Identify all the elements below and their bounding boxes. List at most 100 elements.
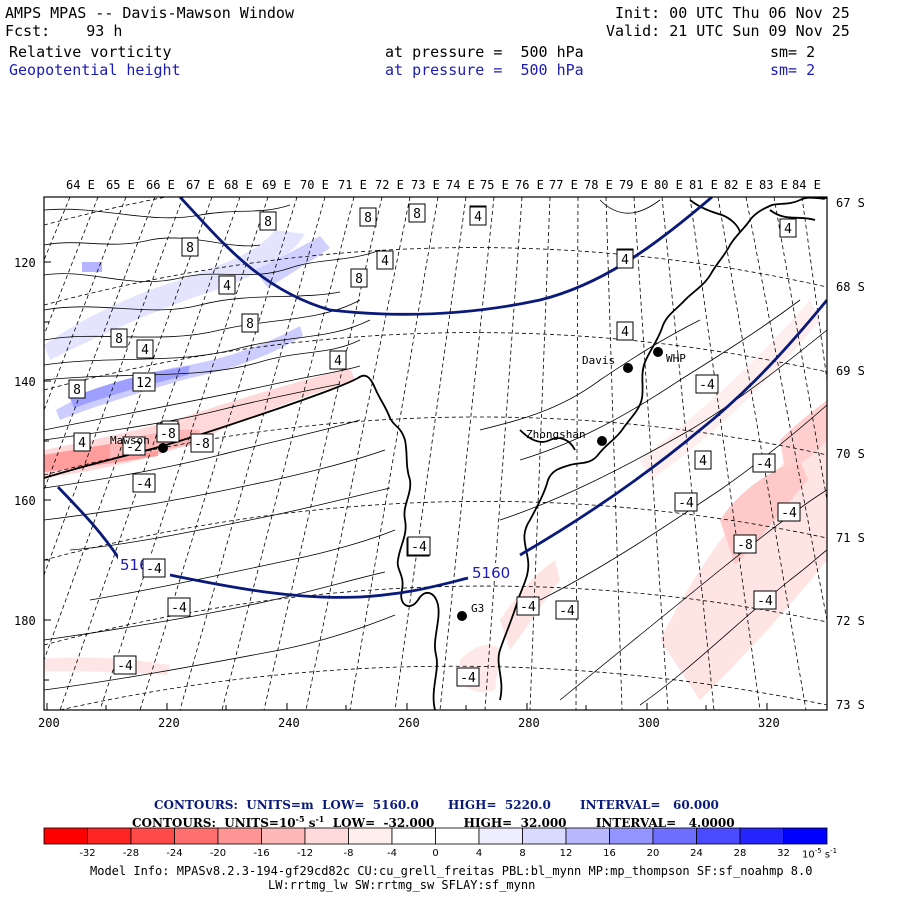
model-info-line1: Model Info: MPASv8.2.3-194-gf29cd82c CU:… [90, 864, 813, 878]
vorticity-label-box [555, 600, 579, 620]
colorbar-unit: 10-5 s-1 [802, 842, 837, 864]
vorticity-label-box [167, 597, 191, 617]
station-label-g3: G3 [471, 602, 484, 615]
lon-label: 65 E [106, 178, 135, 192]
vorticity-label-box [376, 250, 394, 270]
vorticity-label: 12 [136, 376, 152, 391]
station-dot-mawson [158, 443, 168, 453]
colorbar-tick-label: -28 [122, 848, 140, 859]
bottom-x-ticks: 200 220 240 260 280 300 320 [38, 716, 780, 730]
lon-label: 64 E [66, 178, 95, 192]
colorbar-tick-label: 28 [733, 848, 747, 859]
colorbar-swatch [522, 827, 567, 845]
colorbar-tick-label: 4 [475, 848, 483, 859]
colorbar-swatch [609, 827, 654, 845]
lat-label: 68 S [836, 280, 865, 294]
vorticity-label-box [142, 558, 166, 578]
x-tick-label: 200 [38, 716, 60, 730]
frame-ticks [44, 261, 768, 710]
colorbar-swatch [348, 827, 393, 845]
lon-label: 69 E [262, 178, 291, 192]
colorbar-swatch [652, 827, 697, 845]
colorbar-tick-label: 20 [646, 848, 660, 859]
vorticity-label: 4 [381, 254, 389, 269]
vorticity-label-box [616, 249, 634, 269]
vorticity-label-box [516, 596, 540, 616]
model-info-line2: LW:rrtmg_lw SW:rrtmg_sw SFLAY:sf_mynn [268, 878, 536, 892]
colorbar-tick-label: -8 [343, 848, 354, 859]
x-tick-label: 320 [758, 716, 780, 730]
contours2-exp: -5 [295, 814, 305, 824]
station-label-zhongshan: Zhongshan [526, 428, 586, 441]
vorticity-label: -4 [146, 562, 162, 577]
vorticity-label-box [218, 275, 236, 295]
vorticity-label-box [753, 590, 777, 610]
app-title: AMPS MPAS -- Davis-Mawson Window [5, 4, 294, 22]
vorticity-label-box [616, 321, 634, 341]
vorticity-label: -4 [520, 600, 536, 615]
field2-smooth: sm= 2 [770, 61, 816, 79]
field1-smooth: sm= 2 [770, 43, 816, 61]
vorticity-label-box [407, 536, 431, 556]
lon-label: 77 E [549, 178, 578, 192]
stations: Davis WHP Zhongshan Mawson G3 [110, 347, 686, 621]
left-y-ticks: 120 140 160 180 [14, 256, 36, 628]
lon-label: 80 E [654, 178, 683, 192]
vorticity-label-box [777, 502, 801, 522]
station-dot-zhongshan [597, 436, 607, 446]
vorticity-label: 4 [621, 253, 629, 268]
colorbar-swatch [435, 827, 480, 845]
vorticity-label: -8 [737, 538, 753, 553]
colorbar-swatch [391, 827, 436, 845]
y-tick-label: 160 [14, 494, 36, 508]
vorticity-label: -4 [411, 540, 427, 555]
vorticity-label: 4 [621, 325, 629, 340]
vorticity-label-box [694, 450, 712, 470]
vorticity-label: 8 [355, 272, 363, 287]
vorticity-label: -2 [126, 440, 142, 455]
vorticity-label-box [359, 207, 377, 227]
vorticity-label-box [779, 218, 797, 238]
contours2-a: CONTOURS: UNITS=10 [132, 816, 296, 830]
lat-label: 72 S [836, 614, 865, 628]
contours-height-info: CONTOURS: UNITS=m LOW= 5160.0 HIGH= 5220… [154, 798, 719, 812]
lat-label: 73 S [836, 698, 865, 712]
colorbar-tick-label: 32 [777, 848, 790, 859]
colorbar-swatch [261, 827, 306, 845]
vorticity-label-box [122, 436, 146, 456]
field1-name: Relative vorticity [9, 43, 172, 61]
field2-level: at pressure = 500 hPa [385, 61, 584, 79]
vorticity-label-box [132, 372, 156, 392]
vorticity-label: 8 [115, 332, 123, 347]
lat-label: 69 S [836, 364, 865, 378]
height-contours [56, 197, 827, 599]
colorbar-swatch [87, 827, 132, 845]
vorticity-label: 4 [78, 436, 86, 451]
vorticity-label-box [190, 433, 214, 453]
x-tick-label: 260 [398, 716, 420, 730]
contours2-rest: LOW= -32.000 HIGH= 32.000 INTERVAL= 4.00… [324, 816, 735, 830]
colorbar-unit-s: s [821, 849, 831, 861]
lon-label: 79 E [619, 178, 648, 192]
vorticity-label-box [350, 268, 368, 288]
vorticity-label: 4 [474, 210, 482, 225]
contours-vorticity-info: CONTOURS: UNITS=10-5 s-1 LOW= -32.000 HI… [132, 812, 735, 830]
lon-label: 66 E [146, 178, 175, 192]
vorticity-label-box [408, 203, 426, 223]
vorticity-label-box [132, 473, 156, 493]
vorticity-label: -4 [678, 496, 694, 511]
colorbar-tick-label: -12 [296, 848, 314, 859]
vorticity-label: -4 [117, 659, 133, 674]
vorticity-label-box [241, 313, 259, 333]
map-frame [43, 196, 828, 711]
vorticity-label: 4 [141, 343, 149, 358]
vorticity-label-box [695, 374, 719, 394]
colorbar [43, 827, 828, 845]
lon-label: 76 E [515, 178, 544, 192]
lon-label: 73 E [411, 178, 440, 192]
lon-label: 75 E [480, 178, 509, 192]
colorbar-swatch [739, 827, 784, 845]
valid-time: Valid: 21 UTC Sun 09 Nov 25 [606, 22, 850, 40]
vorticity-label-box [456, 667, 480, 687]
